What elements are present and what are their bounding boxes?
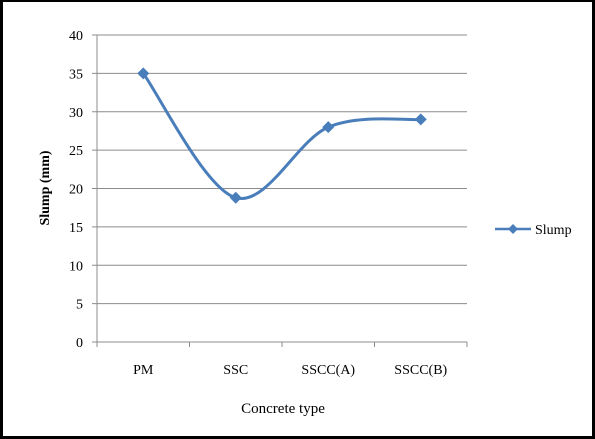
x-tick-label: SSCC(B)	[394, 363, 447, 378]
y-tick-label: 35	[69, 67, 83, 82]
data-points	[137, 67, 427, 204]
x-tick-label: PM	[133, 363, 154, 378]
legend: Slump	[495, 223, 572, 238]
data-point-sscc-a-	[322, 121, 335, 134]
y-tick-label: 40	[69, 29, 83, 44]
x-tick-labels: PM SSC SSCC(A) SSCC(B)	[133, 363, 447, 378]
y-tick-label: 25	[69, 144, 83, 159]
y-tick-label: 15	[69, 221, 83, 236]
series-line-slump	[141, 71, 423, 200]
x-tick-label: SSC	[223, 363, 248, 378]
x-axis-title: Concrete type	[241, 401, 325, 417]
y-tick-label: 10	[69, 259, 83, 274]
gridlines	[97, 34, 467, 305]
legend-marker	[508, 224, 518, 234]
axes	[92, 34, 468, 347]
y-axis-title: Slump (mm)	[38, 150, 53, 225]
data-point-ssc	[229, 191, 242, 204]
data-point-pm	[137, 67, 150, 80]
legend-label-slump: Slump	[535, 223, 572, 238]
x-tick-label: SSCC(A)	[301, 363, 355, 378]
y-tick-label: 5	[76, 298, 83, 313]
series-lines	[141, 71, 423, 200]
y-tick-label: 0	[76, 336, 83, 351]
y-tick-label: 20	[69, 183, 83, 198]
y-tick-label: 30	[69, 106, 83, 121]
y-tick-labels: 0 5 10 15 20 25 30 35 40	[69, 29, 83, 351]
data-point-sscc-b-	[414, 113, 427, 126]
